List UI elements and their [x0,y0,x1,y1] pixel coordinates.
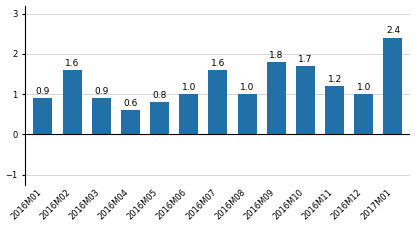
Text: 2.4: 2.4 [386,26,400,35]
Text: 1.2: 1.2 [327,75,342,84]
Text: 1.0: 1.0 [357,83,371,92]
Bar [179,94,198,134]
Bar [121,110,140,134]
Bar [325,86,344,134]
Bar [63,70,82,134]
Text: 1.6: 1.6 [65,59,79,68]
Text: 1.0: 1.0 [182,83,196,92]
Bar [267,62,286,134]
Bar [208,70,228,134]
Text: 1.7: 1.7 [298,54,313,64]
Bar [296,66,315,134]
Text: 1.8: 1.8 [269,51,283,59]
Text: 0.6: 0.6 [123,99,138,108]
Text: 1.0: 1.0 [240,83,254,92]
Bar [384,38,402,134]
Text: 0.8: 0.8 [152,91,167,100]
Bar [33,98,52,134]
Bar [238,94,257,134]
Bar [150,102,169,134]
Text: 0.9: 0.9 [94,87,109,96]
Text: 0.9: 0.9 [36,87,50,96]
Bar [92,98,111,134]
Bar [354,94,373,134]
Text: 1.6: 1.6 [211,59,225,68]
